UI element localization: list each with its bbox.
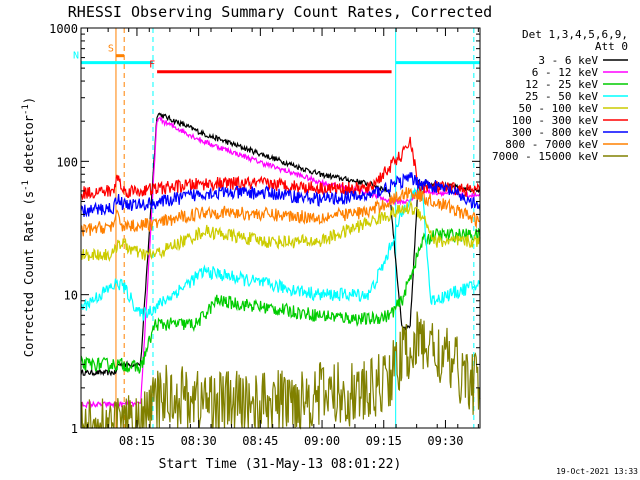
y-tick-label: 10: [64, 289, 78, 303]
series-line: [80, 112, 481, 377]
x-tick-label: 09:30: [427, 434, 463, 448]
series-line: [80, 187, 481, 237]
footer-timestamp: 19-Oct-2021 13:33: [556, 467, 638, 476]
y-tick-label: 1000: [49, 22, 78, 36]
series-line: [80, 136, 481, 201]
legend-label: 6 - 12 keV: [532, 66, 599, 79]
x-tick-label: 08:30: [181, 434, 217, 448]
series-line: [80, 185, 481, 323]
legend-label: 7000 - 15000 keV: [492, 150, 598, 163]
plot-area: S N F 1 10 100 1000 08:15 08:30 08:45 09:00 09:15…: [49, 22, 481, 448]
legend-label: 12 - 25 keV: [525, 78, 598, 91]
legend-label: 800 - 7000 keV: [505, 138, 598, 151]
annotation-label: N: [73, 51, 79, 62]
legend-label: 100 - 300 keV: [512, 114, 598, 127]
legend-header-line: Att 0: [595, 40, 628, 53]
legend-label: 3 - 6 keV: [538, 54, 598, 67]
x-axis-ticks: 08:15 08:30 08:45 09:00 09:15 09:30: [87, 28, 479, 448]
y-tick-label: 1: [71, 422, 78, 436]
x-tick-label: 09:00: [304, 434, 340, 448]
legend-label: 25 - 50 keV: [525, 90, 598, 103]
annotation-label: S: [108, 44, 114, 55]
legend-header-line: Det 1,3,4,5,6,9,: [522, 28, 628, 41]
x-tick-label: 08:15: [119, 434, 155, 448]
series-line: [80, 227, 481, 374]
plot-frame: [80, 27, 481, 429]
y-tick-label: 100: [56, 155, 78, 169]
series-lines: [80, 112, 481, 430]
vertical-markers: [115, 28, 475, 428]
legend-label: 50 - 100 keV: [519, 102, 599, 115]
y-axis-label: Corrected Count Rate (s-1 detector-1): [21, 97, 36, 357]
x-tick-label: 09:15: [366, 434, 402, 448]
series-line: [80, 311, 481, 430]
x-tick-label: 08:45: [242, 434, 278, 448]
annotation-label: F: [149, 60, 155, 71]
legend-label: 300 - 800 keV: [512, 126, 598, 139]
series-line: [80, 116, 481, 409]
y-axis-ticks: 1 10 100 1000: [49, 22, 480, 436]
chart-title: RHESSI Observing Summary Count Rates, Co…: [68, 3, 492, 21]
interval-annotations: S N F: [73, 44, 480, 74]
series-line: [80, 200, 481, 262]
series-line: [80, 172, 481, 218]
x-axis-label: Start Time (31-May-13 08:01:22): [159, 457, 402, 472]
legend-header: Det 1,3,4,5,6,9,Att 0: [522, 28, 628, 53]
